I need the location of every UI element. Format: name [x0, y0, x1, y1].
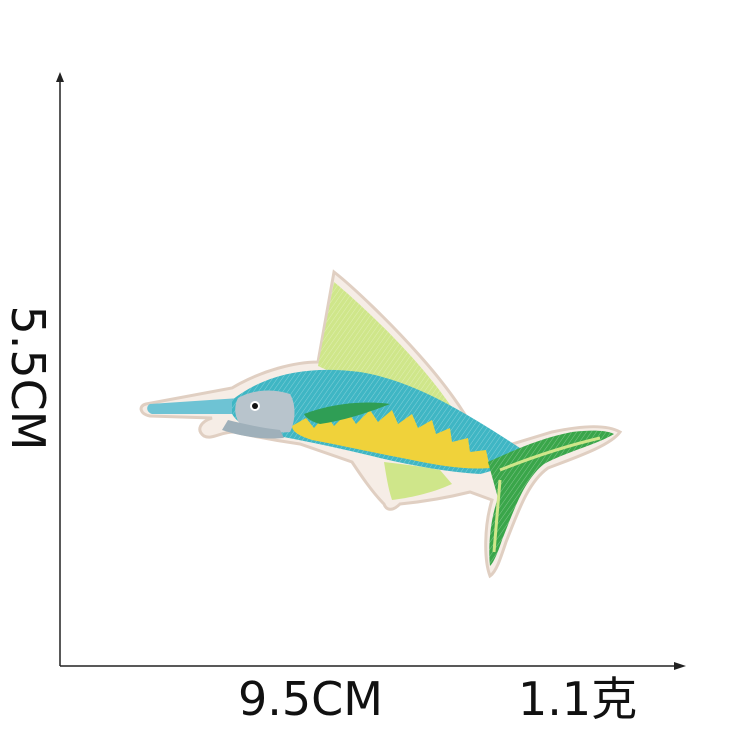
marlin-head	[235, 390, 295, 433]
horizontal-axis	[60, 662, 686, 670]
height-dimension-label: 5.5CM	[1, 305, 55, 451]
marlin-stripe	[304, 402, 390, 424]
vertical-axis	[56, 72, 64, 666]
width-dimension-label: 9.5CM	[238, 672, 383, 726]
marlin-embroidered-patch-icon	[139, 269, 623, 579]
marlin-bill	[147, 398, 246, 414]
lower-fin	[384, 462, 452, 500]
weight-label: 1.1克	[518, 672, 638, 726]
marlin-belly	[292, 410, 490, 469]
